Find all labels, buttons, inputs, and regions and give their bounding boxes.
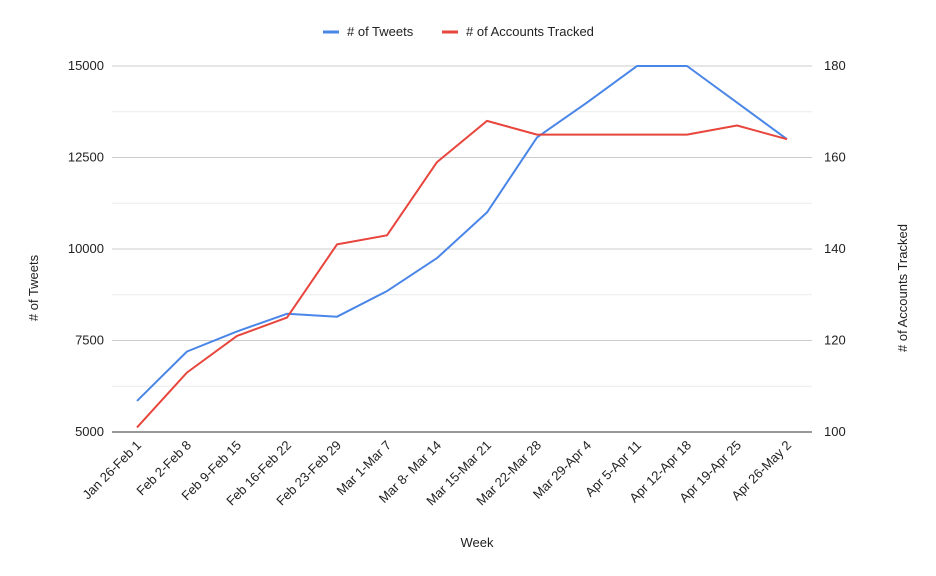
right-y-tick-label: 180 xyxy=(824,58,846,73)
series-line xyxy=(136,65,788,402)
right-y-tick-label: 160 xyxy=(824,150,846,165)
legend-label: # of Tweets xyxy=(347,24,414,39)
axes: 5000 7500 10000 12500 15000 100 120 140 160 180 Ja… xyxy=(68,58,846,508)
gridlines xyxy=(112,65,812,433)
right-y-tick-label: 120 xyxy=(824,333,846,348)
series-line xyxy=(136,119,788,429)
legend-label: # of Accounts Tracked xyxy=(466,24,594,39)
x-tick-label: Jan 26-Feb 1 xyxy=(79,438,144,503)
left-y-tick-label: 15000 xyxy=(68,58,104,73)
right-y-axis-title: # of Accounts Tracked xyxy=(895,224,910,352)
left-y-tick-label: 12500 xyxy=(68,150,104,165)
series-lines xyxy=(136,65,788,429)
left-y-tick-label: 10000 xyxy=(68,241,104,256)
x-axis-title: Week xyxy=(461,535,494,550)
legend: # of Tweets # of Accounts Tracked xyxy=(323,24,594,39)
left-y-tick-label: 5000 xyxy=(75,424,104,439)
left-y-axis-title: # of Tweets xyxy=(26,254,41,321)
left-y-tick-label: 7500 xyxy=(75,333,104,348)
right-y-tick-label: 140 xyxy=(824,241,846,256)
right-y-tick-label: 100 xyxy=(824,424,846,439)
